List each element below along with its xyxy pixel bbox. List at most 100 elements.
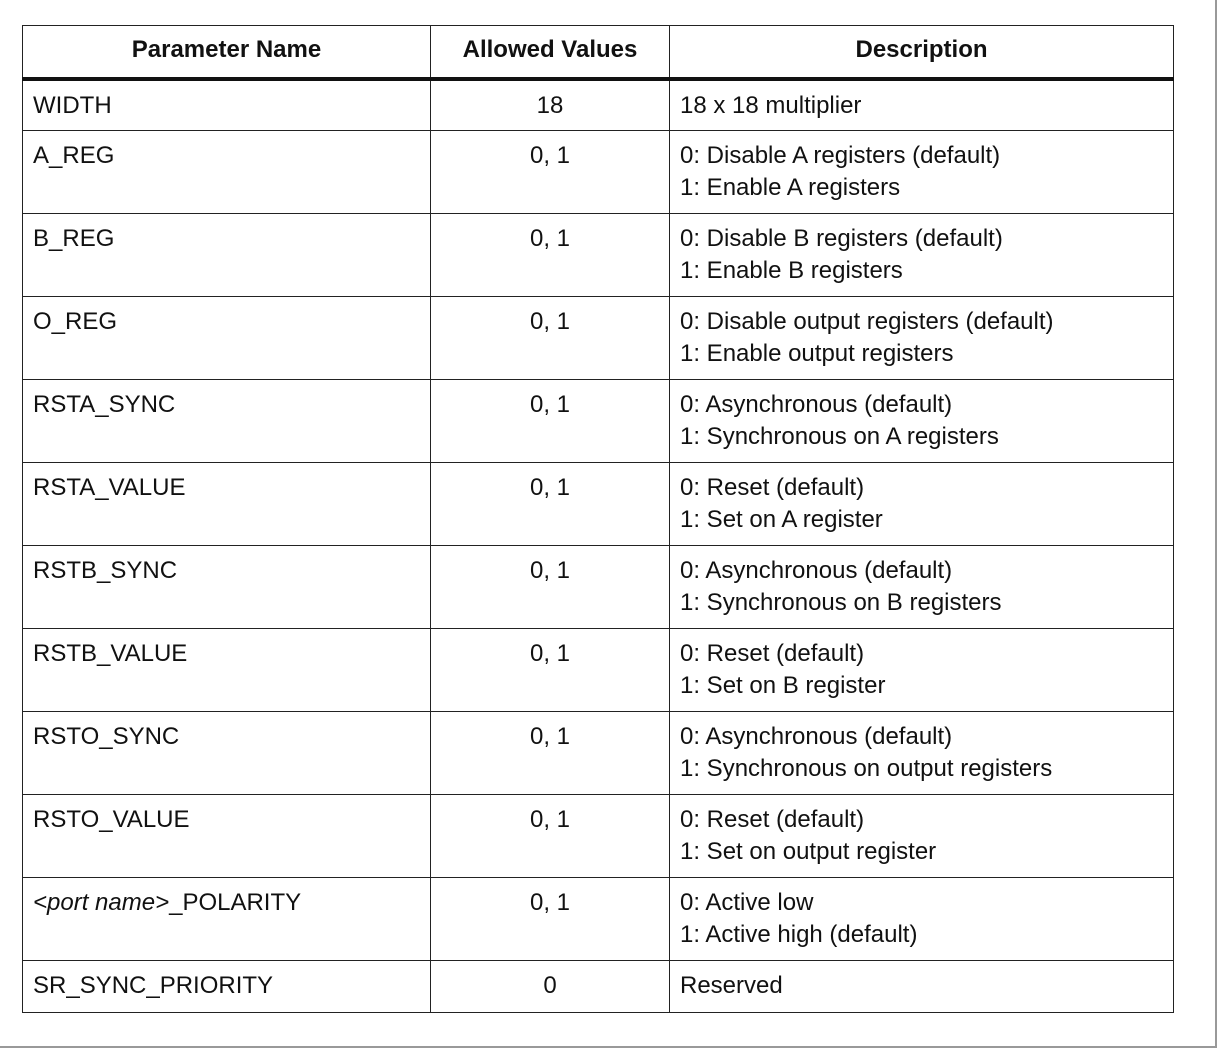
allowed-values-cell: 0, 1 bbox=[430, 462, 670, 546]
allowed-values-cell: 0, 1 bbox=[430, 379, 670, 463]
italic-part: <port name> bbox=[33, 889, 170, 916]
description-line: 1: Set on A register bbox=[680, 506, 883, 533]
table-row: RSTB_SYNC 0, 1 0: Asynchronous (default) 1:… bbox=[22, 545, 1174, 629]
table-row: B_REG 0, 1 0: Disable B registers (default… bbox=[22, 213, 1174, 297]
allowed-values: 0, 1 bbox=[529, 640, 571, 667]
allowed-values: 0 bbox=[543, 972, 557, 999]
parameter-name-cell: RSTO_VALUE bbox=[22, 794, 431, 878]
table-row: RSTO_VALUE 0, 1 0: Reset (default) 1: Set o… bbox=[22, 794, 1174, 878]
allowed-values-cell: 0, 1 bbox=[430, 794, 670, 878]
description-cell: 0: Disable output registers (default) 1: … bbox=[669, 296, 1174, 380]
parameter-name: RSTB_VALUE bbox=[33, 640, 188, 667]
parameter-name: RSTO_VALUE bbox=[33, 806, 190, 833]
column-header: Description bbox=[669, 25, 1174, 81]
description-cell: 0: Disable A registers (default) 1: Enabl… bbox=[669, 130, 1174, 214]
description-cell: 0: Asynchronous (default) 1: Synchronous … bbox=[669, 545, 1174, 629]
parameter-table: Parameter Name Allowed Values Description … bbox=[22, 25, 1174, 1013]
description-cell: 18 x 18 multiplier bbox=[669, 78, 1174, 131]
column-header: Parameter Name bbox=[22, 25, 431, 81]
parameter-name: WIDTH bbox=[33, 91, 112, 119]
table-row: RSTO_SYNC 0, 1 0: Asynchronous (default) 1:… bbox=[22, 711, 1174, 795]
description-line: 0: Reset (default) bbox=[680, 474, 865, 501]
parameter-name-cell: RSTA_SYNC bbox=[22, 379, 431, 463]
header-row: Parameter Name Allowed Values Description bbox=[22, 25, 1174, 81]
allowed-values: 0, 1 bbox=[529, 889, 571, 916]
description-line: 1: Synchronous on B registers bbox=[680, 589, 1002, 616]
parameter-name-cell: RSTO_SYNC bbox=[22, 711, 431, 795]
parameter-name-cell: <port name>_POLARITY bbox=[22, 877, 431, 961]
allowed-values: 0, 1 bbox=[529, 806, 571, 833]
table-row: O_REG 0, 1 0: Disable output registers (de… bbox=[22, 296, 1174, 380]
description-cell: 0: Asynchronous (default) 1: Synchronous … bbox=[669, 379, 1174, 463]
parameter-name: B_REG bbox=[33, 225, 115, 252]
description-line: 0: Active low bbox=[680, 889, 814, 916]
allowed-values-cell: 0, 1 bbox=[430, 130, 670, 214]
parameter-name: SR_SYNC_PRIORITY bbox=[33, 972, 274, 999]
parameter-name: RSTA_SYNC bbox=[33, 391, 176, 418]
description-line: 0: Asynchronous (default) bbox=[680, 723, 953, 750]
description-line: 1: Enable output registers bbox=[680, 340, 954, 367]
description-line: 0: Asynchronous (default) bbox=[680, 557, 953, 584]
parameter-name: O_REG bbox=[33, 308, 118, 335]
description-line: 1: Enable B registers bbox=[680, 257, 903, 284]
table-row: RSTB_VALUE 0, 1 0: Reset (default) 1: Set o… bbox=[22, 628, 1174, 712]
description-line: 1: Enable A registers bbox=[680, 174, 901, 201]
description-line: 1: Synchronous on A registers bbox=[680, 423, 999, 450]
parameter-name-cell: RSTB_SYNC bbox=[22, 545, 431, 629]
table-row: <port name>_POLARITY 0, 1 0: Active low 1: … bbox=[22, 877, 1174, 961]
name-part: _POLARITY bbox=[169, 889, 302, 916]
allowed-values-cell: 18 bbox=[430, 78, 670, 131]
description-line: 1: Synchronous on output registers bbox=[680, 755, 1053, 782]
description-cell: 0: Reset (default) 1: Set on output regis… bbox=[669, 794, 1174, 878]
parameter-name: RSTA_VALUE bbox=[33, 474, 186, 501]
allowed-values: 0, 1 bbox=[529, 142, 571, 169]
description-line: 1: Active high (default) bbox=[680, 921, 918, 948]
description-cell: 0: Disable B registers (default) 1: Enabl… bbox=[669, 213, 1174, 297]
description-line: 0: Asynchronous (default) bbox=[680, 391, 953, 418]
allowed-values: 0, 1 bbox=[529, 723, 571, 750]
parameter-name-cell: RSTA_VALUE bbox=[22, 462, 431, 546]
table-body: WIDTH 18 18 x 18 multiplier A_REG 0, 1 0: Dis… bbox=[22, 78, 1174, 1013]
allowed-values: 0, 1 bbox=[529, 474, 571, 501]
allowed-values-cell: 0 bbox=[430, 960, 670, 1013]
description-line: 0: Reset (default) bbox=[680, 640, 865, 667]
description-line: 1: Set on output register bbox=[680, 838, 937, 865]
description-cell: 0: Asynchronous (default) 1: Synchronous … bbox=[669, 711, 1174, 795]
allowed-values-cell: 0, 1 bbox=[430, 296, 670, 380]
parameter-name-cell: RSTB_VALUE bbox=[22, 628, 431, 712]
table-row: RSTA_SYNC 0, 1 0: Asynchronous (default) 1:… bbox=[22, 379, 1174, 463]
parameter-name-cell: WIDTH bbox=[22, 78, 431, 131]
parameter-name-cell: A_REG bbox=[22, 130, 431, 214]
allowed-values-cell: 0, 1 bbox=[430, 213, 670, 297]
allowed-values: 0, 1 bbox=[529, 308, 571, 335]
table-row: SR_SYNC_PRIORITY 0 Reserved bbox=[22, 960, 1174, 1013]
allowed-values: 0, 1 bbox=[529, 391, 571, 418]
allowed-values: 0, 1 bbox=[529, 225, 571, 252]
parameter-name: A_REG bbox=[33, 142, 115, 169]
table-row: A_REG 0, 1 0: Disable A registers (default… bbox=[22, 130, 1174, 214]
parameter-name: RSTO_SYNC bbox=[33, 723, 180, 750]
description-line: 0: Disable output registers (default) bbox=[680, 308, 1054, 335]
allowed-values-cell: 0, 1 bbox=[430, 877, 670, 961]
description-line: 0: Disable B registers (default) bbox=[680, 225, 1003, 252]
allowed-values: 0, 1 bbox=[529, 557, 571, 584]
column-header: Allowed Values bbox=[430, 25, 670, 81]
description-line: 18 x 18 multiplier bbox=[680, 91, 862, 119]
allowed-values-cell: 0, 1 bbox=[430, 628, 670, 712]
description-line: 1: Set on B register bbox=[680, 672, 886, 699]
allowed-values: 18 bbox=[536, 91, 564, 119]
parameter-name-cell: B_REG bbox=[22, 213, 431, 297]
description-line: 0: Disable A registers (default) bbox=[680, 142, 1001, 169]
description-line: Reserved bbox=[680, 972, 783, 999]
table-row: RSTA_VALUE 0, 1 0: Reset (default) 1: Set o… bbox=[22, 462, 1174, 546]
description-cell: 0: Active low 1: Active high (default) bbox=[669, 877, 1174, 961]
parameter-name-cell: O_REG bbox=[22, 296, 431, 380]
parameter-name-cell: SR_SYNC_PRIORITY bbox=[22, 960, 431, 1013]
allowed-values-cell: 0, 1 bbox=[430, 545, 670, 629]
description-cell: 0: Reset (default) 1: Set on B register bbox=[669, 628, 1174, 712]
description-line: 0: Reset (default) bbox=[680, 806, 865, 833]
table-row: WIDTH 18 18 x 18 multiplier bbox=[22, 78, 1174, 131]
description-cell: 0: Reset (default) 1: Set on A register bbox=[669, 462, 1174, 546]
